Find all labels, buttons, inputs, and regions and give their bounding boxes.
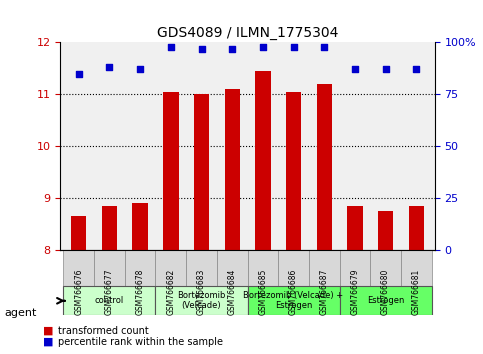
- Text: GSM766678: GSM766678: [136, 268, 144, 315]
- Point: [198, 46, 205, 52]
- Text: GSM766681: GSM766681: [412, 268, 421, 315]
- FancyBboxPatch shape: [248, 250, 278, 286]
- Bar: [71, 216, 86, 250]
- Bar: [409, 206, 424, 250]
- Title: GDS4089 / ILMN_1775304: GDS4089 / ILMN_1775304: [157, 26, 338, 40]
- FancyBboxPatch shape: [248, 286, 340, 315]
- Text: control: control: [95, 296, 124, 305]
- Text: GSM766679: GSM766679: [351, 268, 359, 315]
- FancyBboxPatch shape: [94, 250, 125, 286]
- Bar: [102, 206, 117, 250]
- FancyBboxPatch shape: [340, 286, 432, 315]
- FancyBboxPatch shape: [340, 250, 370, 286]
- Text: GSM766687: GSM766687: [320, 268, 329, 315]
- Text: GSM766677: GSM766677: [105, 268, 114, 315]
- Bar: [347, 206, 363, 250]
- Text: GSM766683: GSM766683: [197, 268, 206, 315]
- Text: ■: ■: [43, 337, 54, 347]
- FancyBboxPatch shape: [309, 250, 340, 286]
- Text: GSM766686: GSM766686: [289, 268, 298, 315]
- Text: GSM766682: GSM766682: [166, 268, 175, 315]
- Point: [167, 44, 175, 50]
- FancyBboxPatch shape: [278, 250, 309, 286]
- Point: [106, 64, 114, 70]
- Bar: [316, 84, 332, 250]
- Text: GSM766684: GSM766684: [227, 268, 237, 315]
- Point: [320, 44, 328, 50]
- FancyBboxPatch shape: [63, 286, 156, 315]
- FancyBboxPatch shape: [370, 250, 401, 286]
- Text: GSM766680: GSM766680: [381, 268, 390, 315]
- FancyBboxPatch shape: [217, 250, 248, 286]
- Point: [228, 46, 236, 52]
- Bar: [255, 71, 270, 250]
- Text: ■: ■: [43, 326, 54, 336]
- Bar: [132, 204, 148, 250]
- Bar: [378, 211, 393, 250]
- Point: [382, 67, 389, 72]
- Point: [351, 67, 359, 72]
- Text: percentile rank within the sample: percentile rank within the sample: [58, 337, 223, 347]
- Point: [136, 67, 144, 72]
- Bar: [225, 89, 240, 250]
- FancyBboxPatch shape: [156, 286, 248, 315]
- Bar: [286, 92, 301, 250]
- Text: GSM766685: GSM766685: [258, 268, 268, 315]
- Text: Bortezomib (Velcade) +
Estrogen: Bortezomib (Velcade) + Estrogen: [243, 291, 343, 310]
- FancyBboxPatch shape: [63, 250, 94, 286]
- Text: GSM766676: GSM766676: [74, 268, 83, 315]
- Bar: [163, 92, 179, 250]
- FancyBboxPatch shape: [401, 250, 432, 286]
- FancyBboxPatch shape: [186, 250, 217, 286]
- Text: transformed count: transformed count: [58, 326, 149, 336]
- Text: Bortezomib
(Velcade): Bortezomib (Velcade): [177, 291, 226, 310]
- FancyBboxPatch shape: [125, 250, 156, 286]
- Point: [290, 44, 298, 50]
- FancyBboxPatch shape: [156, 250, 186, 286]
- Text: agent: agent: [5, 308, 37, 318]
- Point: [412, 67, 420, 72]
- Point: [259, 44, 267, 50]
- Point: [75, 71, 83, 76]
- Bar: [194, 95, 209, 250]
- Text: Estrogen: Estrogen: [367, 296, 404, 305]
